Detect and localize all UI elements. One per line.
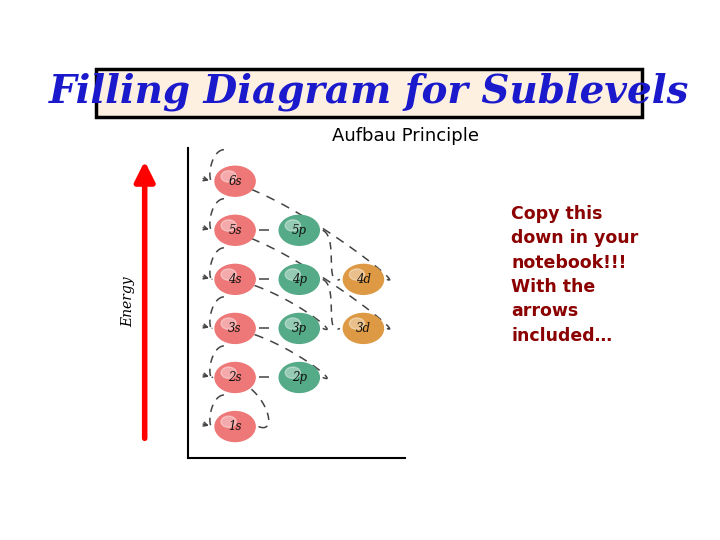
Text: 3p: 3p bbox=[292, 322, 307, 335]
Circle shape bbox=[221, 269, 236, 280]
Circle shape bbox=[279, 265, 320, 294]
Circle shape bbox=[279, 313, 320, 343]
Circle shape bbox=[349, 318, 364, 329]
Circle shape bbox=[215, 265, 255, 294]
Text: 6s: 6s bbox=[228, 175, 242, 188]
Text: Energy: Energy bbox=[121, 276, 135, 327]
Circle shape bbox=[221, 171, 236, 182]
Circle shape bbox=[279, 362, 320, 393]
Text: 2p: 2p bbox=[292, 371, 307, 384]
Circle shape bbox=[215, 215, 255, 245]
Circle shape bbox=[221, 416, 236, 428]
Circle shape bbox=[221, 220, 236, 231]
Text: 3d: 3d bbox=[356, 322, 371, 335]
FancyBboxPatch shape bbox=[96, 69, 642, 117]
Circle shape bbox=[343, 265, 384, 294]
Text: Aufbau Principle: Aufbau Principle bbox=[332, 127, 479, 145]
Text: 4p: 4p bbox=[292, 273, 307, 286]
Circle shape bbox=[221, 367, 236, 379]
Circle shape bbox=[221, 318, 236, 329]
Circle shape bbox=[215, 411, 255, 442]
Circle shape bbox=[285, 367, 300, 379]
Text: 5p: 5p bbox=[292, 224, 307, 237]
Text: Copy this
down in your
notebook!!!
With the
arrows
included…: Copy this down in your notebook!!! With … bbox=[511, 205, 639, 345]
Circle shape bbox=[285, 318, 300, 329]
Circle shape bbox=[215, 313, 255, 343]
Circle shape bbox=[215, 166, 255, 196]
Circle shape bbox=[285, 220, 300, 231]
Circle shape bbox=[285, 269, 300, 280]
Circle shape bbox=[215, 362, 255, 393]
Text: 1s: 1s bbox=[228, 420, 242, 433]
Circle shape bbox=[349, 269, 364, 280]
Text: 4d: 4d bbox=[356, 273, 371, 286]
Text: 2s: 2s bbox=[228, 371, 242, 384]
Text: Filling Diagram for Sublevels: Filling Diagram for Sublevels bbox=[49, 73, 689, 111]
Text: 5s: 5s bbox=[228, 224, 242, 237]
Circle shape bbox=[279, 215, 320, 245]
Circle shape bbox=[343, 313, 384, 343]
Text: 3s: 3s bbox=[228, 322, 242, 335]
Text: 4s: 4s bbox=[228, 273, 242, 286]
